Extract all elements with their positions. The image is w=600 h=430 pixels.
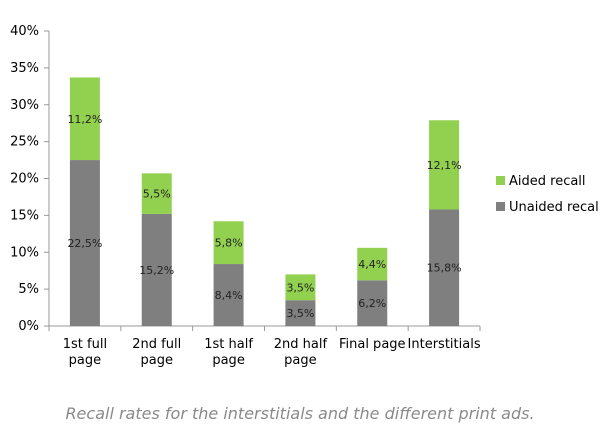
bar-segment (429, 120, 460, 210)
x-category-label: 1st full (63, 337, 107, 352)
x-category-label: 2nd full (132, 337, 181, 352)
bar-segment (69, 160, 100, 326)
bar-segment (285, 274, 316, 301)
data-label: 15,2% (139, 264, 174, 277)
x-category-label: Final page (339, 337, 406, 352)
legend-label: Unaided recall (509, 200, 600, 215)
legend-label: Aided recall (509, 174, 586, 189)
legend-swatch (496, 176, 505, 185)
y-tick-label: 5% (18, 282, 39, 297)
data-label: 5,5% (143, 188, 171, 201)
y-tick-label: 35% (10, 61, 39, 76)
figure-caption: Recall rates for the interstitials and t… (65, 404, 535, 423)
bar-segment (141, 173, 172, 214)
data-label: 22,5% (67, 237, 102, 250)
x-category-label: page (69, 353, 101, 368)
y-tick-label: 15% (10, 208, 39, 223)
y-tick-label: 20% (10, 172, 39, 187)
data-label: 3,5% (286, 307, 314, 320)
legend-swatch (496, 202, 505, 211)
x-category-label: 2nd half (274, 337, 328, 352)
bar-segment (357, 247, 388, 281)
bar-segment (213, 264, 244, 326)
bar-segment (69, 77, 100, 161)
x-category-label: page (141, 353, 173, 368)
data-label: 12,1% (427, 159, 462, 172)
y-tick-label: 25% (10, 135, 39, 150)
y-tick-label: 0% (18, 319, 39, 334)
data-label: 4,4% (358, 258, 386, 271)
bar-segment (141, 213, 172, 326)
data-label: 6,2% (358, 297, 386, 310)
y-tick-label: 10% (10, 245, 39, 260)
data-label: 5,8% (215, 237, 243, 250)
data-label: 15,8% (427, 262, 462, 275)
data-label: 3,5% (286, 281, 314, 294)
data-label: 11,2% (67, 113, 102, 126)
stacked-bar-chart: 0% 5% 10% 15% 20% 25% 30% 35% 40% 22,5% 11,2% 1st f… (10, 24, 600, 368)
x-category-label: page (212, 353, 244, 368)
x-category-label: page (284, 353, 316, 368)
bar-segment (285, 300, 316, 326)
bar-segment (213, 221, 244, 265)
x-category-label: 1st half (204, 337, 253, 352)
data-label: 8,4% (215, 289, 243, 302)
x-category-label: Interstitials (408, 337, 481, 352)
bar-segment (429, 209, 460, 326)
y-tick-label: 40% (10, 24, 39, 39)
bar-segment (357, 280, 388, 326)
y-tick-label: 30% (10, 98, 39, 113)
